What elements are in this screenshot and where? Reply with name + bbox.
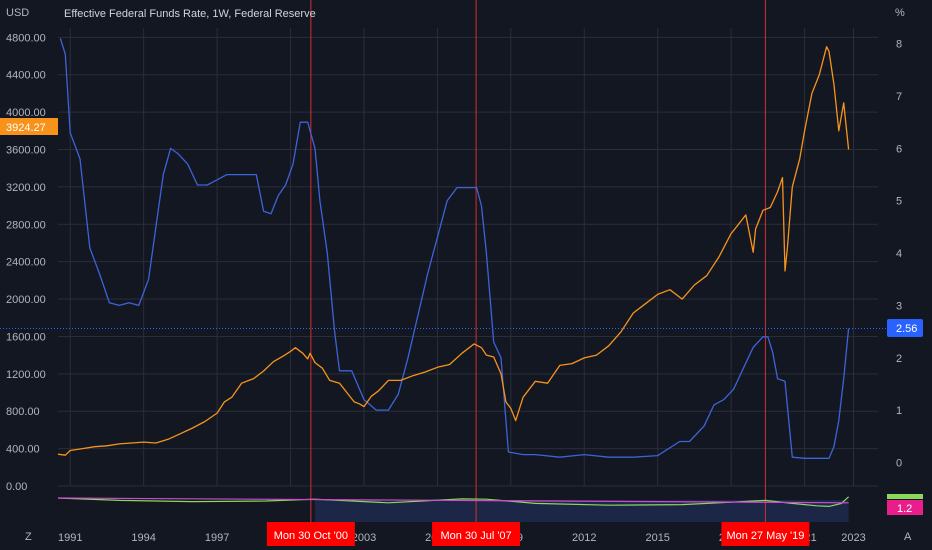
event-label-text: Mon 27 May '19	[726, 530, 804, 542]
right-tick-label: 7	[896, 91, 902, 103]
left-tick-label: 3200.00	[6, 182, 46, 194]
left-tick-label: 400.00	[6, 444, 40, 456]
auto-scale-icon[interactable]: A	[904, 531, 912, 543]
right-tick-label: 1	[896, 405, 902, 417]
left-tick-label: 2000.00	[6, 294, 46, 306]
left-tick-label: 800.00	[6, 406, 40, 418]
left-price-badge-text: 3924.27	[6, 122, 46, 134]
indicator-badge: 1.2	[887, 494, 923, 515]
right-rate-badge-text: 2.56	[896, 323, 917, 335]
right-tick-label: 8	[896, 39, 902, 51]
left-tick-label: 4800.00	[6, 32, 46, 44]
x-tick-label: 2012	[572, 532, 596, 544]
timezone-icon[interactable]: Z	[25, 531, 32, 543]
right-tick-label: 2	[896, 353, 902, 365]
event-label-text: Mon 30 Jul '07	[440, 530, 511, 542]
right-tick-label: 3	[896, 300, 902, 312]
left-price-badge: 3924.27	[0, 118, 58, 135]
x-tick-label: 1991	[58, 532, 82, 544]
x-tick-label: 2003	[352, 532, 376, 544]
right-unit-label: %	[895, 7, 905, 19]
right-rate-badge: 2.56	[887, 319, 923, 337]
right-tick-label: 0	[896, 457, 902, 469]
right-tick-label: 6	[896, 143, 902, 155]
left-unit-label: USD	[6, 7, 29, 19]
left-tick-label: 2800.00	[6, 219, 46, 231]
x-tick-label: 2023	[841, 532, 865, 544]
left-tick-label: 1600.00	[6, 331, 46, 343]
left-tick-label: 0.00	[6, 481, 27, 493]
left-tick-label: 2400.00	[6, 257, 46, 269]
indicator-fill	[315, 500, 849, 522]
left-tick-label: 1200.00	[6, 369, 46, 381]
right-tick-label: 5	[896, 196, 902, 208]
x-tick-label: 1994	[131, 532, 155, 544]
x-tick-label: 2015	[645, 532, 669, 544]
indicator-badge-top	[887, 494, 923, 499]
event-label-text: Mon 30 Oct '00	[274, 530, 348, 542]
indicator-badge-text: 1.2	[897, 503, 912, 515]
x-tick-label: 1997	[205, 532, 229, 544]
left-tick-label: 4000.00	[6, 107, 46, 119]
right-tick-label: 4	[896, 248, 902, 260]
left-tick-label: 3600.00	[6, 145, 46, 157]
left-tick-label: 4400.00	[6, 70, 46, 82]
indicator-shade	[315, 500, 849, 522]
chart-title: Effective Federal Funds Rate, 1W, Federa…	[64, 8, 316, 20]
